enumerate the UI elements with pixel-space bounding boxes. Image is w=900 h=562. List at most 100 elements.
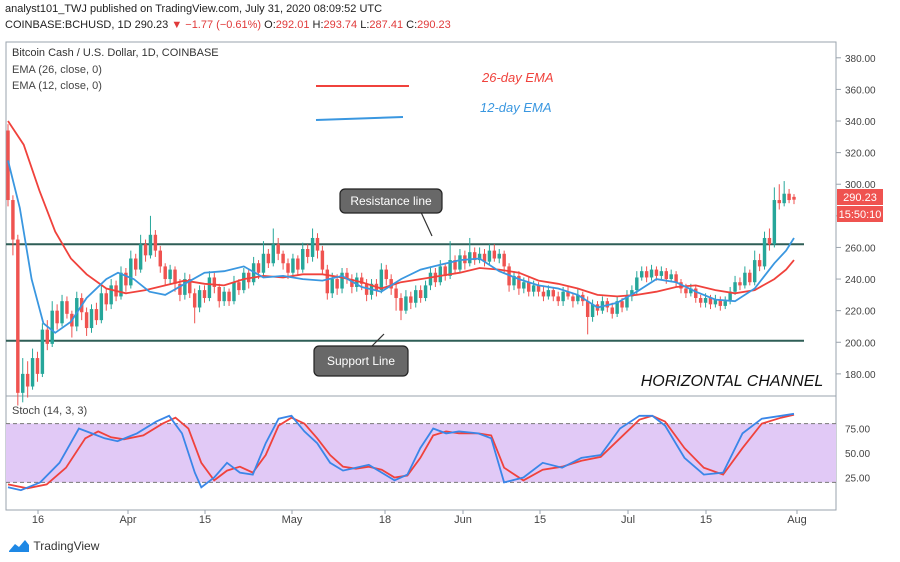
candle-body [350,279,354,287]
candle-body [684,288,688,294]
candle-body [55,310,59,324]
candle-body [497,253,501,259]
candle-body [468,252,472,264]
stoch-k-line [7,412,795,492]
time-tick-label: Apr [119,514,136,526]
candle-body [320,250,325,270]
candle-body [158,250,163,267]
candle-body [99,293,104,321]
candle-body [767,237,772,245]
candle-body [50,310,54,344]
price-tick-label: 320.00 [845,149,876,160]
candle-body [418,290,423,299]
candle-body [124,272,128,286]
candle-body [212,277,217,287]
candle-body [423,285,428,299]
candle-body [625,296,629,308]
candle-body [743,272,747,286]
time-tick-label: Aug [787,514,807,526]
candle-body [738,282,742,286]
stoch-axis: 25.00 50.00 75.00 [845,425,870,485]
candle-body [330,279,334,294]
open-label: O: [264,19,276,31]
candle-body [345,272,349,280]
candle-body [477,253,482,261]
close-label: C: [406,19,418,31]
candle-body [148,234,153,256]
candle-body [414,290,418,303]
candle-body [16,239,20,393]
time-tick-label: Jul [621,514,635,526]
candle-body [512,275,516,286]
candle-body [242,272,246,291]
candle-body [635,277,639,291]
candle-body [143,244,148,256]
price-tick-label: 240.00 [845,275,876,286]
price-tick-label: 340.00 [845,117,876,128]
stoch-tick-label: 25.00 [845,474,870,485]
candle-body [585,301,590,317]
candle-body [45,329,50,344]
time-tick-label: Jun [454,514,472,526]
candle-body [389,279,393,289]
price-chart[interactable]: 180.00200.00220.00240.00260.00280.00300.… [0,34,900,534]
candle-body [134,258,138,270]
candle-body [355,277,359,287]
candle-body [472,252,477,261]
price-tick-label: 380.00 [845,54,876,65]
support-label: Support Line [327,354,395,368]
resistance-pointer [419,209,433,237]
candle-body [620,301,624,308]
candle-body [153,234,158,251]
resistance-callout: Resistance line [339,188,443,237]
resistance-box [339,188,443,214]
candle-body [536,285,541,292]
stoch-title: Stoch (14, 3, 3) [12,405,87,417]
candle-body [502,253,506,267]
candle-body [728,291,732,302]
candle-body [757,260,762,267]
candle-body [782,193,786,204]
candle-body [654,269,659,276]
candle-body [546,290,551,297]
candle-body [649,269,654,278]
candle-body [566,291,570,297]
candlesticks [6,124,796,406]
candle-body [762,237,767,267]
ema12-line [7,160,795,334]
ema12-legend-line [315,116,404,121]
time-axis[interactable]: 16 Apr 15 May 18 Jun 15 Jul 15 Aug [32,510,807,526]
candle-body [310,237,315,257]
candle-body [792,196,796,200]
candle-body [438,266,443,283]
candle-body [65,301,69,314]
stoch-tick-label: 50.00 [845,449,870,460]
candle-body [232,282,236,302]
tradingview-brand[interactable]: TradingView [33,538,100,553]
candle-body [197,290,202,308]
price-tick-label: 220.00 [845,307,876,318]
candle-body [11,200,15,240]
candle-body [610,307,614,314]
candle-body [639,271,644,278]
candle-body [669,274,673,280]
candle-body [192,293,197,308]
candle-body [527,282,531,292]
candle-body [364,283,369,295]
last-price: 290.23 [134,19,169,31]
candle-body [752,260,757,283]
price-tick-label: 360.00 [845,85,876,96]
candle-body [487,250,492,262]
candle-body [94,309,99,321]
candle-body [104,293,108,305]
countdown-tag-text: 15:50:10 [839,209,882,221]
candle-body [84,312,89,329]
stoch-band [6,423,836,483]
legend-ema12: EMA (12, close, 0) [12,80,102,92]
candle-body [227,291,231,302]
candle-body [25,373,30,387]
candle-body [576,294,580,302]
symbol-label: COINBASE:BCHUSD, 1D [5,19,132,31]
candle-body [335,279,339,289]
candle-body [428,272,433,286]
